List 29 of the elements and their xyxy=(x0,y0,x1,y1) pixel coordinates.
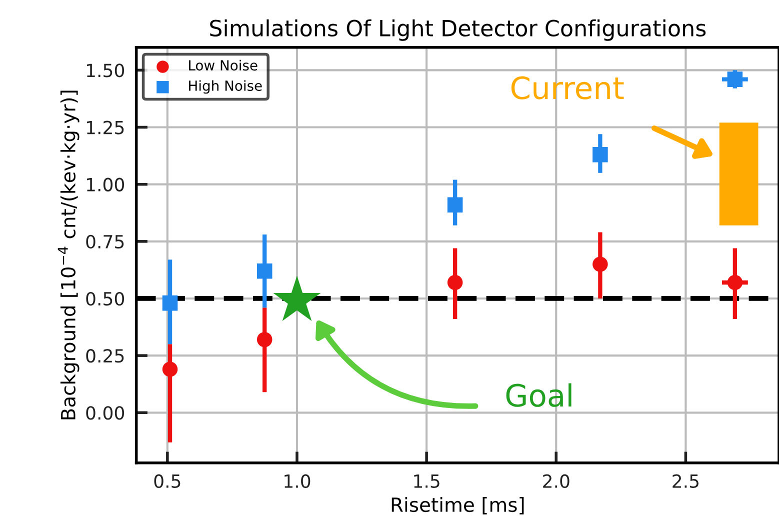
y-tick-label: 0.50 xyxy=(86,292,124,306)
y-tick-label: 0.00 xyxy=(86,406,124,420)
x-tick-label: 1.0 xyxy=(284,474,310,488)
chart-title: Simulations Of Light Detector Configurations xyxy=(210,19,706,41)
point xyxy=(256,263,272,279)
point xyxy=(256,332,272,348)
point xyxy=(162,362,178,377)
y-tick-label: 0.75 xyxy=(86,234,124,249)
y-tick-label: 1.25 xyxy=(86,120,124,134)
y-tick-label: 1.00 xyxy=(86,178,124,192)
x-axis-title: Risetime [ms] xyxy=(392,497,524,514)
legend-label: Low Noise xyxy=(189,60,258,71)
x-tick-label: 2.0 xyxy=(543,474,570,488)
y-axis-title: Background [10$^{−4}$ cnt/(kev·kg·yr)] xyxy=(58,90,80,420)
y-tick-label: 0.25 xyxy=(86,349,124,363)
point xyxy=(447,274,463,290)
x-tick-label: 1.5 xyxy=(414,474,440,488)
x-tick-label: 0.5 xyxy=(154,474,180,488)
point xyxy=(727,72,743,87)
annotation: Goal xyxy=(506,383,572,407)
point xyxy=(592,147,608,162)
x-tick-label: 2.5 xyxy=(672,474,698,488)
y-tick-label: 1.50 xyxy=(86,64,124,78)
point xyxy=(727,274,743,290)
point xyxy=(592,256,608,272)
legend-label: High Noise xyxy=(189,80,262,94)
point xyxy=(447,197,463,213)
annotation: Current xyxy=(511,76,624,100)
point xyxy=(162,295,178,311)
